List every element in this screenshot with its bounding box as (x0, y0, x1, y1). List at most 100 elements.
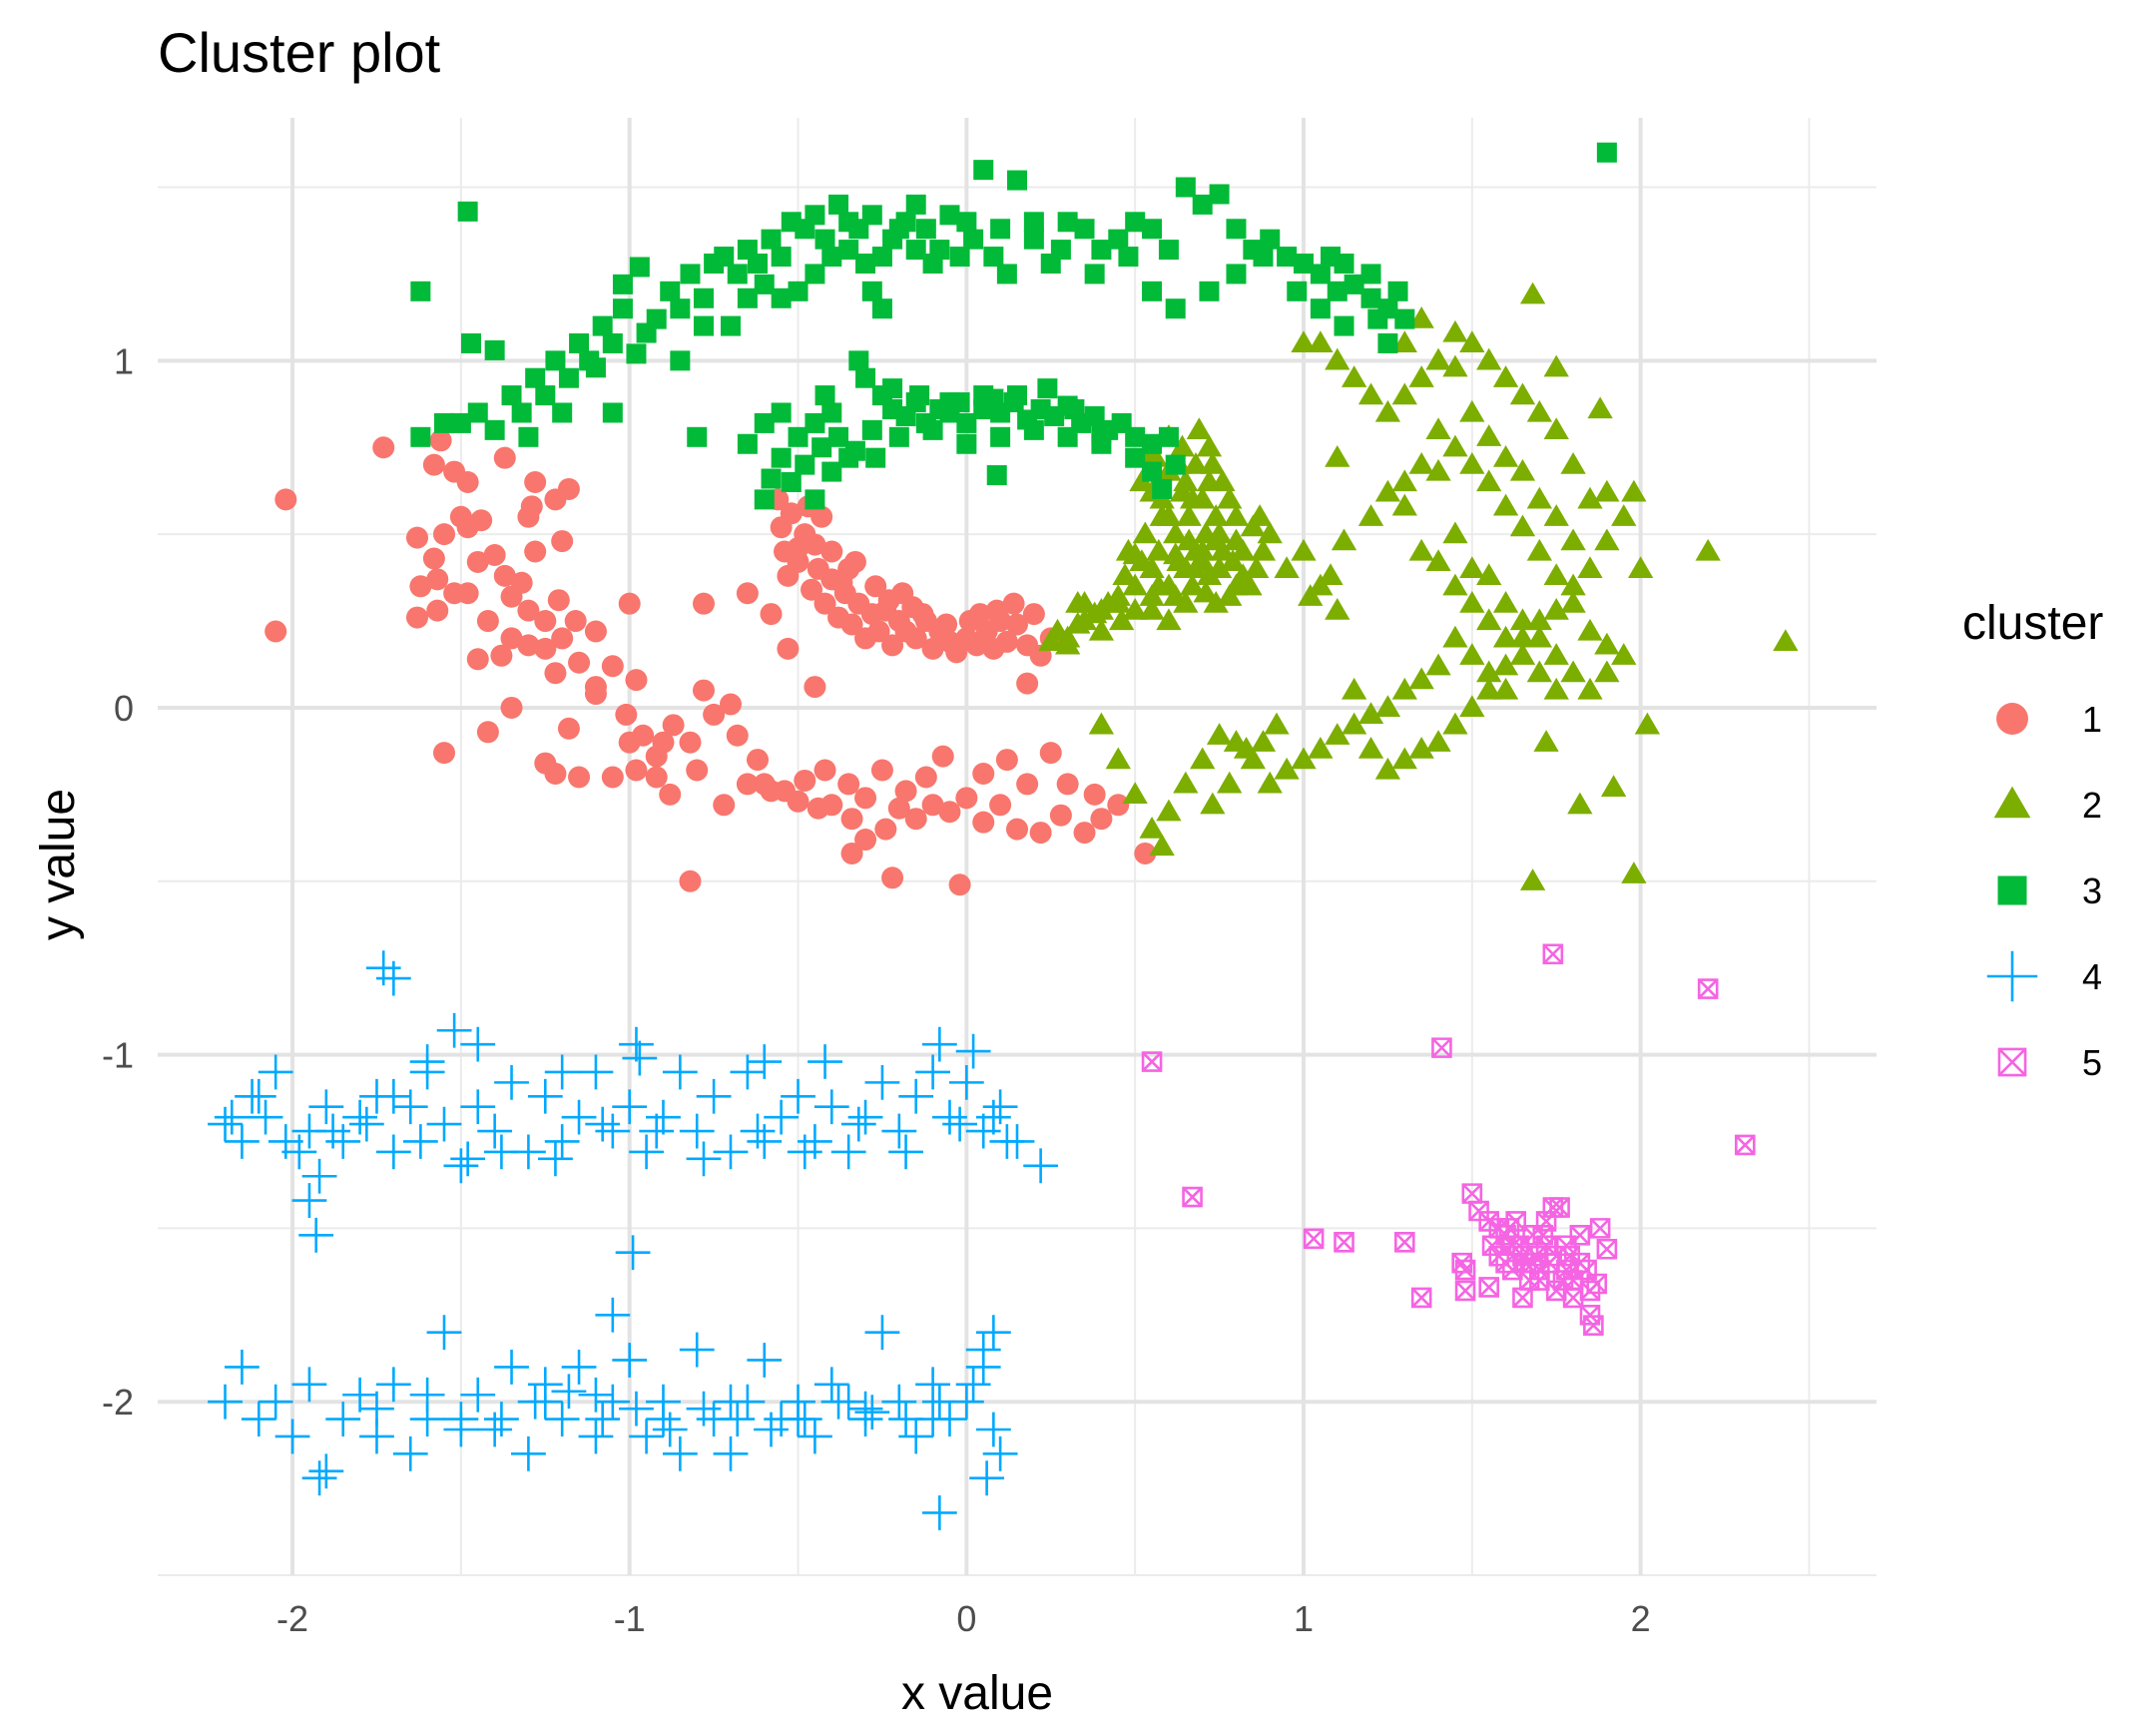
point-cluster-4 (561, 1350, 597, 1385)
point-cluster-4 (696, 1078, 732, 1114)
point-cluster-4 (975, 1099, 1011, 1135)
point-cluster-3 (781, 472, 802, 492)
point-cluster-4 (898, 1419, 934, 1454)
point-cluster-2 (1156, 504, 1182, 526)
point-cluster-1 (692, 679, 715, 702)
point-cluster-2 (1264, 712, 1290, 735)
point-cluster-2 (1196, 434, 1223, 457)
point-cluster-3 (771, 402, 792, 423)
point-cluster-1 (422, 453, 445, 476)
point-cluster-4 (375, 1134, 411, 1170)
point-cluster-2 (1391, 469, 1417, 492)
point-cluster-2 (1587, 396, 1613, 419)
point-cluster-3 (956, 433, 977, 454)
point-cluster-1 (972, 811, 995, 834)
y-tick-label: -1 (102, 1035, 134, 1076)
point-cluster-2 (1492, 445, 1519, 467)
point-cluster-3 (1007, 385, 1027, 406)
point-cluster-2 (1577, 556, 1603, 579)
point-cluster-2 (1129, 549, 1155, 572)
point-cluster-2 (1543, 504, 1569, 526)
point-cluster-4 (888, 1134, 923, 1170)
point-cluster-1 (1056, 773, 1079, 796)
chart-title: Cluster plot (158, 21, 441, 84)
point-cluster-2 (1357, 737, 1384, 759)
point-cluster-2 (1088, 597, 1115, 620)
point-cluster-1 (618, 592, 641, 615)
point-cluster-5 (1596, 1238, 1618, 1260)
point-cluster-3 (1091, 240, 1112, 261)
point-cluster-2 (1459, 695, 1485, 718)
point-cluster-2 (1476, 608, 1502, 631)
point-cluster-2 (1088, 618, 1115, 641)
point-cluster-2 (1509, 643, 1536, 665)
point-cluster-3 (1125, 426, 1146, 447)
point-cluster-2 (1492, 625, 1519, 648)
point-cluster-1 (874, 818, 897, 841)
x-axis-title: x value (901, 1667, 1053, 1720)
point-cluster-1 (544, 763, 567, 785)
point-cluster-4 (225, 1350, 260, 1385)
point-cluster-1 (955, 787, 978, 810)
point-cluster-4 (436, 1012, 472, 1048)
point-cluster-3 (693, 288, 714, 308)
legend-label: 5 (2082, 1042, 2102, 1083)
point-cluster-2 (1577, 618, 1603, 641)
point-cluster-1 (625, 759, 648, 782)
point-cluster-3 (1152, 478, 1173, 499)
point-cluster-2 (1492, 591, 1519, 613)
point-cluster-3 (450, 412, 471, 433)
point-cluster-1 (787, 790, 809, 813)
point-cluster-1 (662, 714, 685, 737)
point-cluster-4 (713, 1436, 749, 1471)
point-cluster-3 (922, 419, 943, 440)
point-cluster-2 (1442, 434, 1468, 457)
series-cluster-5 (1141, 943, 1756, 1337)
point-cluster-1 (476, 721, 499, 744)
point-cluster-4 (652, 1412, 688, 1447)
point-cluster-4 (375, 960, 411, 996)
point-cluster-3 (525, 367, 546, 388)
point-cluster-1 (1073, 822, 1096, 845)
point-cluster-1 (864, 575, 887, 598)
point-cluster-2 (1526, 660, 1553, 683)
point-cluster-2 (1621, 479, 1647, 502)
point-cluster-3 (602, 402, 623, 423)
point-cluster-3 (1125, 447, 1146, 468)
point-cluster-5 (1559, 1245, 1581, 1267)
point-cluster-5 (1431, 1037, 1452, 1058)
point-cluster-4 (915, 1367, 950, 1403)
point-cluster-3 (814, 229, 835, 250)
point-cluster-4 (982, 1436, 1018, 1471)
point-cluster-1 (551, 627, 574, 650)
point-cluster-1 (736, 582, 759, 605)
point-cluster-3 (838, 240, 859, 261)
point-cluster-5 (1410, 1287, 1432, 1309)
point-cluster-4 (325, 1402, 361, 1437)
point-cluster-3 (754, 412, 775, 433)
point-cluster-4 (494, 1350, 529, 1385)
point-cluster-1 (1134, 842, 1157, 864)
point-cluster-1 (1002, 592, 1025, 615)
point-cluster-1 (921, 637, 944, 660)
point-cluster-1 (887, 797, 910, 820)
point-cluster-2 (1476, 424, 1502, 446)
point-cluster-1 (989, 794, 1012, 817)
point-cluster-3 (795, 454, 815, 475)
point-cluster-2 (1509, 625, 1536, 648)
point-cluster-3 (871, 298, 892, 319)
point-cluster-1 (551, 530, 574, 553)
point-cluster-3 (670, 298, 691, 319)
point-cluster-2 (1325, 347, 1350, 370)
point-cluster-2 (1560, 660, 1586, 683)
point-cluster-1 (422, 547, 445, 570)
point-cluster-1 (517, 599, 540, 622)
point-cluster-5 (1481, 1235, 1503, 1257)
point-cluster-4 (544, 1402, 580, 1437)
point-cluster-3 (1199, 281, 1220, 301)
point-cluster-2 (1594, 660, 1620, 683)
point-cluster-2 (1105, 747, 1131, 770)
point-cluster-1 (493, 564, 516, 587)
point-cluster-3 (434, 412, 454, 433)
point-cluster-5 (1393, 1231, 1415, 1253)
